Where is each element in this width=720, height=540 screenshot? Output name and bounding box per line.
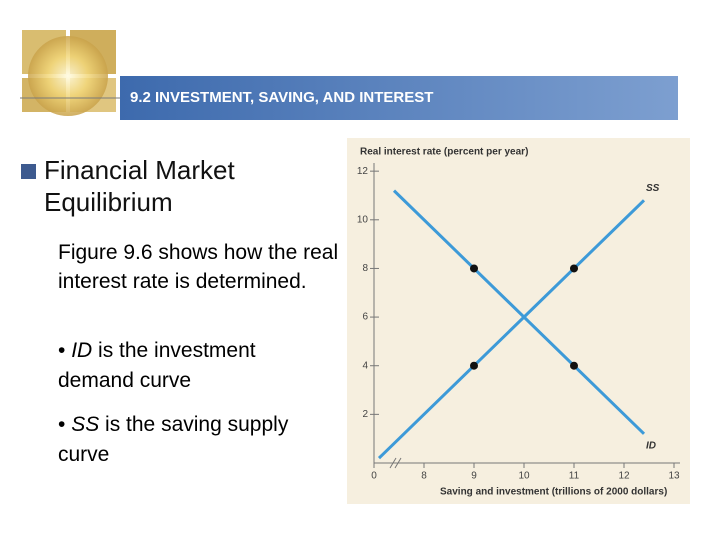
x-axis-title: Saving and investment (trillions of 2000… [440, 487, 667, 498]
x-tick-label: 11 [569, 471, 580, 482]
bullet: • SS is the saving supply curve [58, 413, 289, 466]
axis-break [389, 457, 402, 469]
term: SS [71, 413, 100, 436]
term: ID [71, 339, 93, 362]
y-tick-label: 12 [357, 166, 369, 177]
bullet-text: is the saving supply curve [58, 413, 289, 466]
heading: Financial Market Equilibrium [44, 155, 235, 217]
title-bar: 9.2 INVESTMENT, SAVING, AND INTEREST [120, 76, 678, 120]
bullet: • ID is the investment demand curve [58, 339, 256, 392]
y-axis-title: Real interest rate (percent per year) [360, 147, 528, 158]
paragraph: Figure 9.6 shows how the real interest r… [58, 241, 339, 293]
y-tick-label: 6 [362, 312, 368, 323]
curve [377, 199, 646, 460]
y-tick-label: 4 [362, 360, 368, 371]
logo [20, 30, 122, 116]
point [470, 361, 478, 370]
x-tick-label: 12 [618, 471, 630, 482]
x-tick-label: 0 [371, 471, 377, 482]
x-tick-label: 13 [668, 471, 680, 482]
bullet-text: is the investment demand curve [58, 339, 256, 392]
y-tick-label: 8 [362, 263, 368, 274]
bullet-square [21, 164, 36, 179]
curve-label: SS [646, 183, 660, 194]
point [570, 264, 578, 273]
curve-label: ID [646, 440, 656, 451]
point [470, 264, 478, 273]
point [570, 361, 578, 370]
x-tick-label: 9 [471, 471, 477, 482]
slide-title: 9.2 INVESTMENT, SAVING, AND INTEREST [130, 89, 434, 106]
x-tick-label: 10 [518, 471, 530, 482]
curve [392, 189, 646, 435]
y-tick-label: 10 [357, 214, 369, 225]
y-tick-label: 2 [362, 409, 368, 420]
x-tick-label: 8 [421, 471, 427, 482]
